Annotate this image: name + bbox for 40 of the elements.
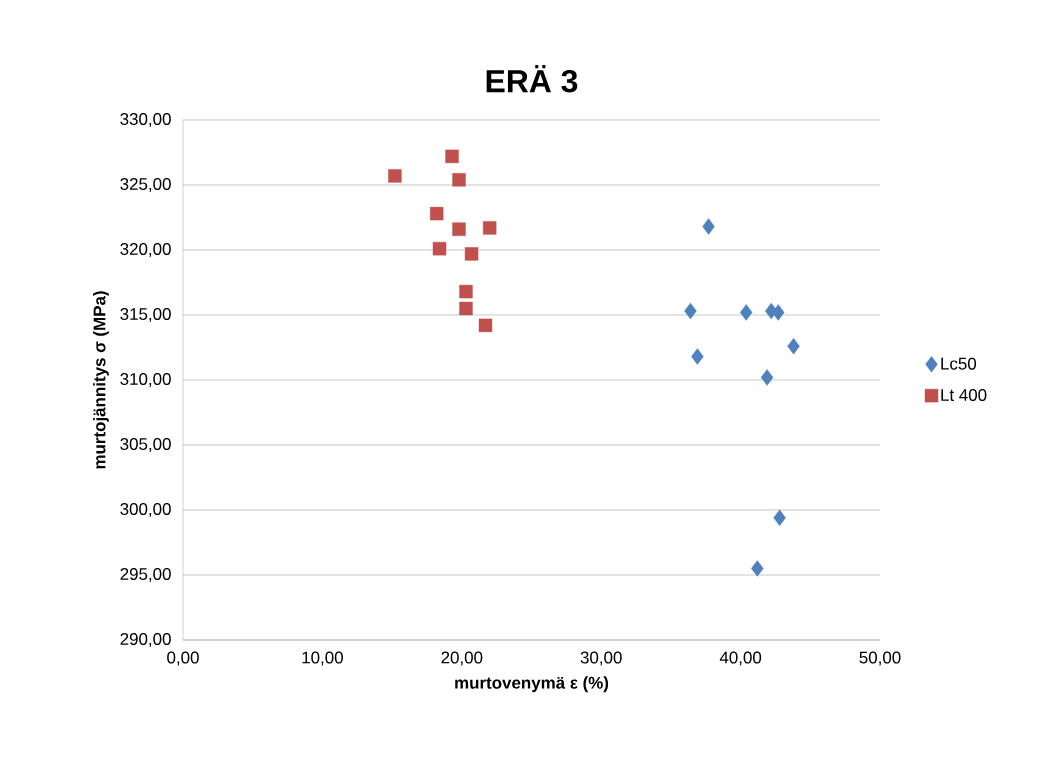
y-axis-title: murtojännitys σ (MPa) xyxy=(93,291,109,469)
point xyxy=(691,348,704,365)
y-tick-label: 330,00 xyxy=(120,113,171,127)
y-tick-label: 325,00 xyxy=(120,178,171,192)
x-tick-label: 50,00 xyxy=(859,651,901,666)
y-tick-label: 320,00 xyxy=(120,243,171,257)
y-tick-label: 290,00 xyxy=(120,633,171,647)
x-tick-label: 20,00 xyxy=(441,651,483,666)
legend-label: Lt 400 xyxy=(941,388,987,401)
point xyxy=(684,302,697,320)
y-tick-label: 305,00 xyxy=(120,438,171,452)
point xyxy=(751,560,764,577)
point xyxy=(452,173,466,187)
y-tick-label: 295,00 xyxy=(120,568,171,582)
point xyxy=(459,284,473,299)
y-tick-label: 300,00 xyxy=(120,503,171,517)
point xyxy=(773,509,786,526)
y-tick-label: 310,00 xyxy=(120,373,171,387)
x-tick-label: 40,00 xyxy=(719,651,762,666)
point xyxy=(702,218,715,235)
y-tick-label: 315,00 xyxy=(120,308,171,322)
x-tick-label: 10,00 xyxy=(302,651,343,666)
x-tick-label: 30,00 xyxy=(580,651,622,666)
point xyxy=(459,301,473,316)
chart-title: ERÄ 3 xyxy=(486,64,578,93)
point xyxy=(760,369,774,386)
point xyxy=(432,242,447,256)
point xyxy=(430,206,444,221)
point xyxy=(452,222,466,236)
point xyxy=(772,304,785,321)
point xyxy=(787,338,800,355)
point xyxy=(739,304,753,321)
point xyxy=(388,169,402,183)
point xyxy=(464,247,479,261)
x-tick-label: 0,00 xyxy=(167,651,199,666)
legend-label: Lc50 xyxy=(941,357,977,370)
point xyxy=(445,149,459,164)
point xyxy=(482,221,497,235)
x-axis-title: murtovenymä ε (%) xyxy=(455,676,609,693)
point xyxy=(478,318,493,333)
